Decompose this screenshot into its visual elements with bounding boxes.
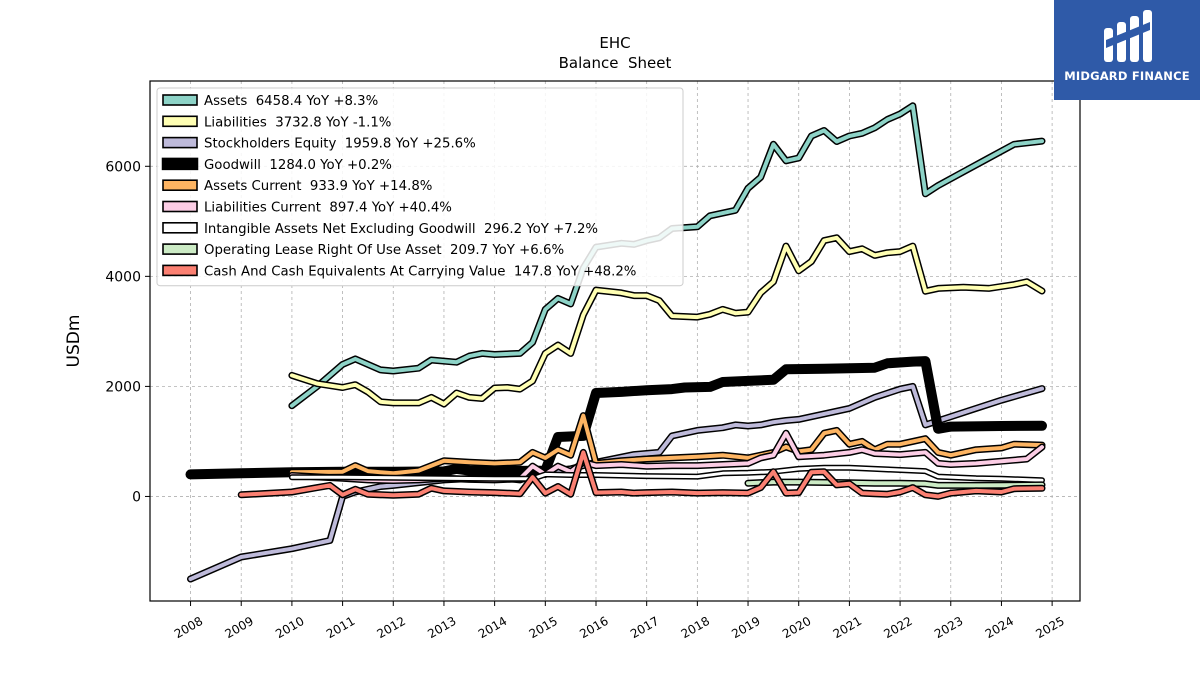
y-tick-label: 0 [132, 489, 141, 505]
x-tick-label: 2018 [679, 614, 712, 641]
series-line [188, 384, 1044, 581]
x-tick-label: 2009 [222, 614, 255, 641]
legend-label: Stockholders Equity 1959.8 YoY +25.6% [204, 137, 476, 152]
series-cash-and-cash [237, 448, 1046, 500]
legend-label: Goodwill 1284.0 YoY +0.2% [204, 158, 392, 173]
x-tick-label: 2020 [780, 614, 813, 641]
x-tick-label: 2015 [527, 614, 560, 641]
chart-subtitle: Balance Sheet [559, 54, 672, 72]
logo-text: MIDGARD FINANCE [1064, 69, 1190, 83]
legend-label: Liabilities Current 897.4 YoY +40.4% [204, 201, 452, 216]
legend-entry: Stockholders Equity 1959.8 YoY +25.6% [162, 136, 476, 152]
series-line [239, 450, 1044, 499]
legend-label: Intangible Assets Net Excluding Goodwill… [204, 222, 598, 237]
legend-label: Assets 6458.4 YoY +8.3% [204, 94, 378, 109]
x-tick-label: 2012 [375, 614, 408, 641]
y-tick-label: 2000 [105, 379, 141, 395]
legend-label: Operating Lease Right Of Use Asset 209.7… [204, 243, 564, 258]
legend-swatch [161, 157, 199, 171]
legend-swatch [162, 200, 198, 213]
y-tick-label: 4000 [105, 269, 141, 285]
legend-swatch [162, 243, 198, 255]
midgard-finance-logo: MIDGARD FINANCE [1054, 0, 1200, 100]
series-goodwill-12840-yoy [185, 356, 1047, 480]
legend-swatch [162, 115, 198, 128]
series-assets-current-9339 [288, 412, 1046, 477]
legend: Assets 6458.4 YoY +8.3% Liabilities 3732.… [156, 87, 684, 287]
legend-entry: Goodwill 1284.0 YoY +0.2% [161, 157, 392, 173]
legend-label: Assets Current 933.9 YoY +14.8% [204, 179, 432, 194]
plot-frame [149, 80, 1081, 602]
x-tick-label: 2013 [425, 614, 458, 641]
legend-label: Liabilities 3732.8 YoY -1.1% [204, 115, 391, 130]
legend-swatch [162, 222, 198, 234]
legend-entry: Liabilities Current 897.4 YoY +40.4% [162, 200, 452, 216]
x-tick-label: 2021 [831, 614, 864, 641]
legend-swatch [162, 136, 198, 149]
series-line [289, 235, 1044, 406]
legend-entry: Assets 6458.4 YoY +8.3% [162, 94, 378, 109]
y-axis: 0 2000 4000 6000 [105, 159, 150, 505]
y-tick-label: 6000 [105, 159, 141, 175]
chart-title: EHC [599, 34, 630, 52]
legend-entry: Liabilities 3732.8 YoY -1.1% [162, 115, 391, 130]
series-line [746, 480, 1044, 488]
series-line [289, 413, 1044, 476]
x-tick-label: 2010 [273, 614, 306, 641]
x-tick-label: 2025 [1033, 614, 1066, 641]
legend-entry: Cash And Cash Equivalents At Carrying Va… [162, 264, 636, 279]
series-liabilities-37328-yoy [288, 234, 1046, 408]
x-tick-label: 2016 [577, 614, 610, 641]
x-tick-label: 2008 [172, 614, 205, 641]
legend-label: Cash And Cash Equivalents At Carrying Va… [204, 264, 636, 279]
series-line [290, 466, 1044, 482]
legend-swatch [162, 264, 198, 277]
x-tick-label: 2019 [729, 614, 762, 641]
x-tick-label: 2024 [983, 614, 1016, 641]
x-tick-label: 2022 [881, 614, 914, 641]
legend-entry: Operating Lease Right Of Use Asset 209.7… [162, 243, 564, 258]
x-tick-label: 2017 [628, 614, 661, 641]
y-axis-label: USDm [64, 315, 84, 368]
x-tick-label: 2014 [476, 614, 509, 641]
series-stockholders-equity-19598 [187, 382, 1046, 583]
legend-swatch [162, 179, 198, 191]
legend-entry: Assets Current 933.9 YoY +14.8% [162, 179, 432, 194]
x-axis: 2008 2009 2010 2011 2012 2013 2014 2015 2016 2017… [172, 601, 1067, 641]
series-intangible-assets-net [288, 464, 1045, 484]
series-operating-lease-right [744, 478, 1046, 489]
logo-mark-icon [1104, 10, 1152, 62]
x-tick-label: 2011 [324, 614, 357, 641]
legend-swatch [162, 94, 198, 106]
x-tick-label: 2023 [932, 614, 965, 641]
series-lines [185, 102, 1047, 583]
legend-box [156, 87, 684, 287]
legend-entry: Intangible Assets Net Excluding Goodwill… [162, 222, 598, 237]
series-line [187, 357, 1046, 478]
